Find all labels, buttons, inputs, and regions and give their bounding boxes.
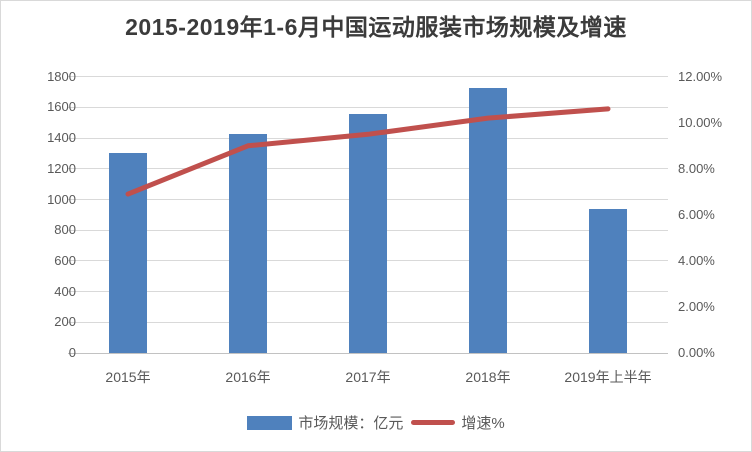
right-axis-tick-label: 2.00% bbox=[678, 298, 715, 314]
left-axis-tick-label: 1200 bbox=[47, 160, 76, 176]
x-axis-category-label: 2017年 bbox=[345, 369, 391, 385]
legend-bar-label: 市场规模：亿元 bbox=[298, 415, 404, 432]
x-axis-category-label: 2018年 bbox=[465, 369, 511, 385]
right-axis-tick-label: 4.00% bbox=[678, 252, 715, 268]
x-axis-category-label: 2016年 bbox=[225, 369, 271, 385]
market-size-bar bbox=[229, 134, 267, 353]
legend-line-label: 增速% bbox=[461, 415, 505, 432]
left-axis-tick-label: 800 bbox=[54, 222, 76, 238]
right-axis-tick-label: 6.00% bbox=[678, 206, 715, 222]
left-axis-tick-label: 200 bbox=[54, 314, 76, 330]
gridline bbox=[68, 106, 668, 108]
gridline bbox=[68, 76, 668, 78]
left-axis-tick-label: 1600 bbox=[47, 99, 76, 115]
x-axis-line bbox=[68, 352, 668, 354]
legend-bar-swatch bbox=[247, 415, 293, 430]
legend-line-swatch bbox=[411, 420, 456, 425]
left-axis-tick-label: 1000 bbox=[47, 191, 76, 207]
x-axis-category-label: 2019年上半年 bbox=[564, 369, 652, 385]
right-axis-tick-label: 12.00% bbox=[678, 68, 723, 84]
left-axis-tick-label: 600 bbox=[54, 252, 76, 268]
market-size-bar bbox=[589, 208, 627, 353]
left-axis-tick-label: 400 bbox=[54, 283, 76, 299]
chart-title: 2015-2019年1-6月中国运动服装市场规模及增速 bbox=[125, 14, 627, 40]
x-axis-category-label: 2015年 bbox=[105, 369, 151, 385]
right-axis-tick-label: 10.00% bbox=[678, 114, 723, 130]
right-axis-tick-label: 8.00% bbox=[678, 160, 715, 176]
market-size-bar bbox=[469, 88, 507, 353]
market-size-bar bbox=[349, 113, 387, 353]
left-axis-tick-label: 0 bbox=[68, 345, 76, 360]
legend: 市场规模：亿元 增速% bbox=[1, 412, 751, 433]
right-axis-tick-label: 0.00% bbox=[678, 345, 715, 360]
market-size-bar bbox=[109, 152, 147, 353]
left-axis-tick-label: 1800 bbox=[47, 68, 76, 84]
left-axis-tick-label: 1400 bbox=[47, 130, 76, 146]
